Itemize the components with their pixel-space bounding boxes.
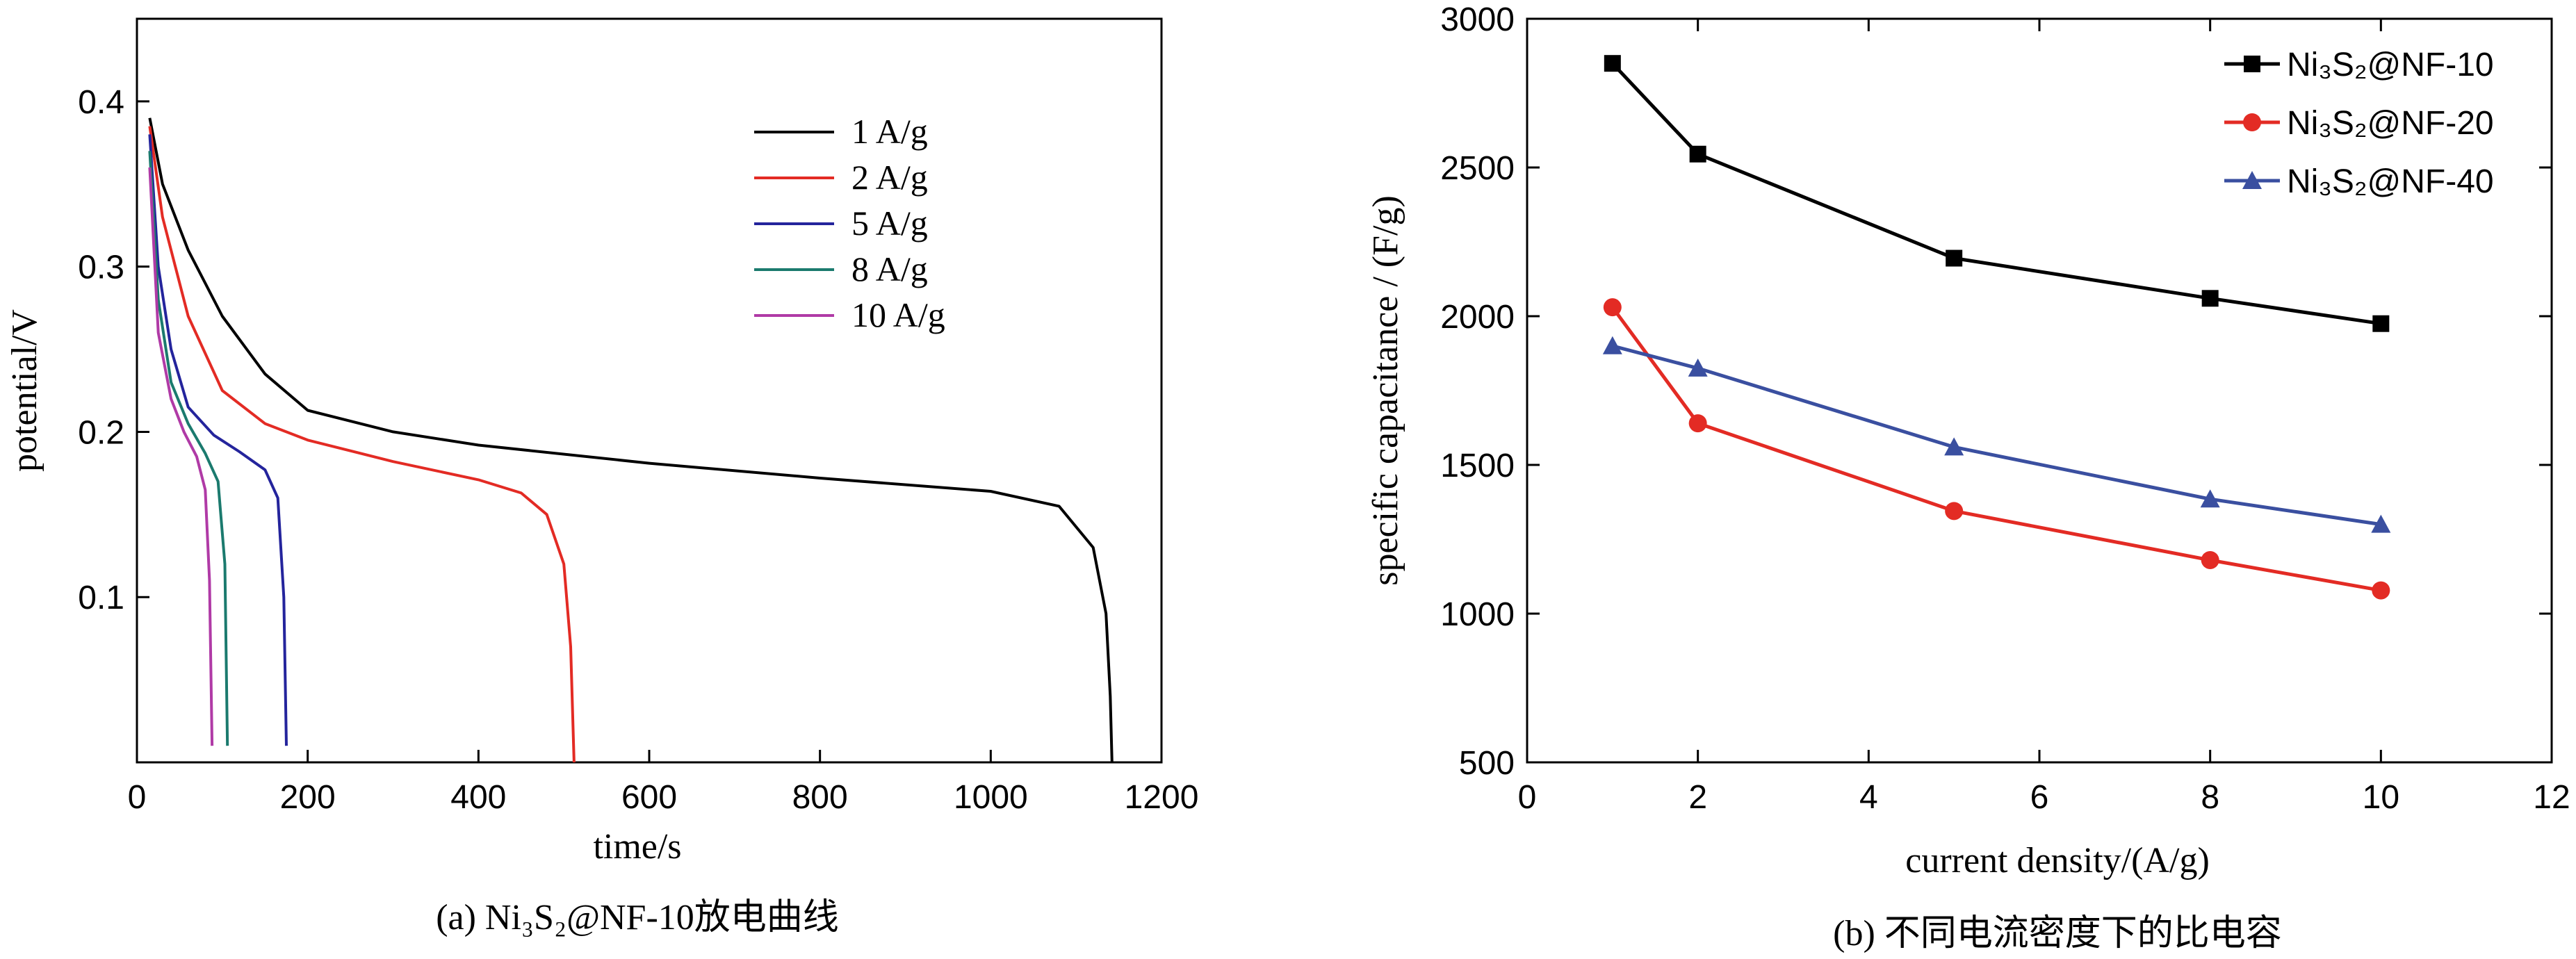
chart-a-discharge-curves: 0.1 0.2 0.3 0.4 0 200 400 600 800 1000 1200 1 A/g… xyxy=(5,17,1199,937)
chartB-y-tick-label: 1500 xyxy=(1440,448,1515,484)
chart-b-point-2-5 xyxy=(2372,581,2390,600)
chart-a-legend-label-5: 10 A/g xyxy=(851,295,945,334)
chart-b-y-axis-label: specific capacitance / (F/g) xyxy=(1366,195,1405,586)
chart-a-x-ticks: 0 200 400 600 800 1000 1200 xyxy=(128,750,1199,816)
chart-a-series-line-4 xyxy=(148,151,229,746)
chart-a-legend-label-1: 1 A/g xyxy=(851,112,928,151)
chart-a-caption: (a) Ni₃S₂@NF-10放电曲线 xyxy=(436,898,839,937)
chart-b-point-2-2 xyxy=(1688,414,1707,433)
chart-a-legend-label-3: 5 A/g xyxy=(851,204,928,243)
chart-b-legend-label-1: Ni₃S₂@NF-10 xyxy=(2287,47,2494,83)
chart-b-point-1-2 xyxy=(1689,145,1706,163)
chart-b-legend-marker-1 xyxy=(2244,56,2260,72)
chart-b-point-1-1 xyxy=(1604,55,1621,72)
chartA-y-tick-label: 0.1 xyxy=(78,580,124,616)
chart-b-caption: (b) 不同电流密度下的比电容 xyxy=(1833,914,2282,953)
chart-b-point-2-4 xyxy=(2201,550,2219,569)
chartB-x-tick-label: 10 xyxy=(2363,779,2399,816)
chart-b-series xyxy=(1602,55,2391,600)
chart-a-series-line-2 xyxy=(148,126,576,763)
chart-b-series-line-1 xyxy=(1611,62,2381,326)
chart-b-legend-label-3: Ni₃S₂@NF-40 xyxy=(2287,163,2494,200)
chart-b-legend-label-2: Ni₃S₂@NF-20 xyxy=(2287,105,2494,142)
chart-b-y-ticks: 500 1000 1500 2000 2500 3000 xyxy=(1440,1,2552,782)
chart-b-x-axis-label: current density/(A/g) xyxy=(1905,841,2210,880)
chart-b-point-3-4 xyxy=(2200,489,2220,508)
chartA-y-tick-label: 0.2 xyxy=(78,414,124,451)
chartA-x-tick-label: 400 xyxy=(450,779,506,816)
chart-b-legend-marker-2 xyxy=(2243,113,2261,131)
chart-b-x-ticks: 0 2 4 6 8 10 12 xyxy=(1518,19,2570,816)
chartA-x-tick-label: 800 xyxy=(792,779,848,816)
chartB-y-tick-label: 2500 xyxy=(1440,150,1515,187)
chart-b-point-2-1 xyxy=(1603,298,1622,317)
chart-b-point-3-2 xyxy=(1688,358,1708,377)
chartB-y-tick-label: 500 xyxy=(1459,745,1515,782)
chartB-y-tick-label: 3000 xyxy=(1440,1,1515,38)
chart-a-series xyxy=(148,117,1114,763)
chartA-x-tick-label: 0 xyxy=(128,779,147,816)
chartA-y-tick-label: 0.3 xyxy=(78,249,124,286)
chart-a-plot-frame xyxy=(136,17,1163,764)
chart-b-point-1-4 xyxy=(2201,290,2219,307)
chart-a-legend-label-2: 2 A/g xyxy=(851,158,928,197)
chartB-y-tick-label: 2000 xyxy=(1440,299,1515,336)
chartB-x-tick-label: 2 xyxy=(1688,779,1707,816)
chartB-x-tick-label: 8 xyxy=(2201,779,2219,816)
chart-a-y-axis-label: potential/V xyxy=(5,309,44,472)
chart-b-point-3-1 xyxy=(1602,336,1622,354)
chart-b-point-2-3 xyxy=(1945,502,1964,521)
chartB-x-tick-label: 6 xyxy=(2030,779,2049,816)
chart-a-x-axis-label: time/s xyxy=(593,827,681,867)
chart-b-series-line-2 xyxy=(1611,306,2381,593)
chart-a-series-line-1 xyxy=(148,117,1114,763)
chart-a-legend: 1 A/g 2 A/g 5 A/g 8 A/g 10 A/g xyxy=(754,112,945,334)
chart-b-legend: Ni₃S₂@NF-10 Ni₃S₂@NF-20 Ni₃S₂@NF-40 xyxy=(2224,47,2494,200)
chartB-x-tick-label: 4 xyxy=(1859,779,1878,816)
chart-a-y-ticks: 0.1 0.2 0.3 0.4 xyxy=(78,84,149,616)
chartA-y-tick-label: 0.4 xyxy=(78,84,124,121)
chart-b-point-1-5 xyxy=(2372,315,2390,332)
chart-b-legend-marker-3 xyxy=(2242,171,2262,189)
chart-b-specific-capacitance: 500 1000 1500 2000 2500 3000 0 2 4 6 8 10 12 Ni₃S₂@… xyxy=(1366,1,2570,953)
chart-b-point-3-3 xyxy=(1944,437,1964,456)
chart-a-series-line-3 xyxy=(148,134,288,746)
chart-b-point-1-3 xyxy=(1946,249,1963,267)
chartA-x-tick-label: 200 xyxy=(280,779,336,816)
chartB-x-tick-label: 0 xyxy=(1518,779,1537,816)
chart-a-series-line-5 xyxy=(148,167,214,746)
chart-a-legend-label-4: 8 A/g xyxy=(851,249,928,288)
chart-b-point-3-5 xyxy=(2371,514,2391,533)
chartA-x-tick-label: 600 xyxy=(621,779,677,816)
chartB-y-tick-label: 1000 xyxy=(1440,596,1515,633)
chartA-x-tick-label: 1000 xyxy=(954,779,1028,816)
chartA-x-tick-label: 1200 xyxy=(1125,779,1199,816)
chartB-x-tick-label: 12 xyxy=(2533,779,2570,816)
